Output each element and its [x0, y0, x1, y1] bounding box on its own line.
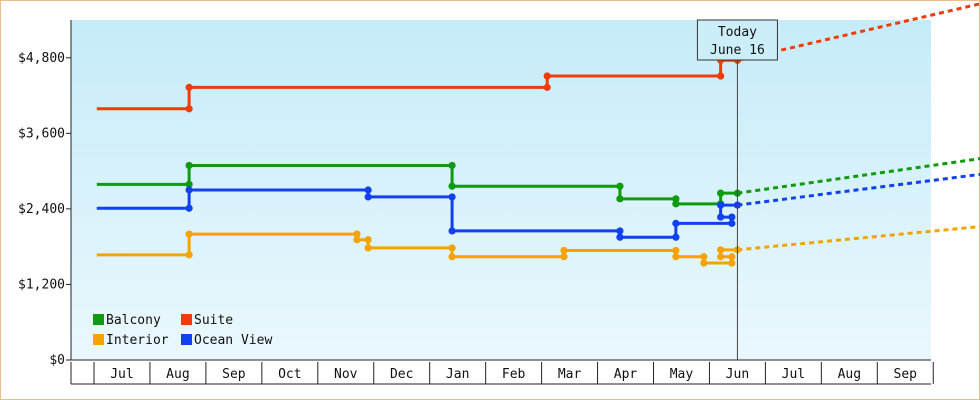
series-point-suite [185, 83, 193, 91]
series-point-interior [353, 230, 361, 238]
month-label: Dec [390, 367, 413, 382]
series-ocean-view [96, 172, 980, 241]
legend-label-interior: Interior [106, 333, 169, 348]
legend-swatch-ocean-view [181, 334, 192, 345]
series-point-ocean-view [728, 213, 736, 221]
series-forecast-suite [737, 2, 980, 62]
series-point-interior [185, 230, 193, 238]
series-point-balcony [616, 182, 624, 190]
legend-label-suite: Suite [194, 313, 233, 328]
series-point-ocean-view [364, 186, 372, 194]
series-point-interior [700, 259, 708, 267]
legend-label-balcony: Balcony [106, 313, 161, 328]
series-point-interior [717, 246, 725, 254]
month-label: Mar [558, 367, 582, 382]
series-point-balcony [185, 180, 193, 188]
series-point-balcony [717, 189, 725, 197]
y-tick-label: $3,600 [18, 126, 65, 141]
series-point-balcony [185, 161, 193, 170]
series-point-interior [672, 253, 680, 261]
series-point-ocean-view [717, 213, 725, 221]
series-point-interior [448, 253, 456, 261]
month-label: Feb [502, 367, 526, 382]
legend-swatch-interior [93, 334, 104, 345]
series-point-interior [560, 246, 568, 255]
legend-swatch-balcony [93, 314, 104, 325]
series-point-interior [560, 253, 568, 261]
series-interior [96, 225, 980, 267]
month-label: Aug [166, 367, 189, 382]
month-label: Jul [782, 367, 805, 382]
series-point-ocean-view [185, 186, 193, 194]
series-point-ocean-view [448, 227, 456, 235]
series-point-ocean-view [728, 219, 736, 227]
month-label: Apr [614, 367, 638, 382]
series-point-ocean-view [616, 233, 624, 241]
today-date-label: June 16 [710, 43, 765, 58]
month-label: Sep [894, 367, 918, 382]
series-point-interior [353, 236, 361, 244]
axes: $0 $1,200 $2,400 $3,600 $4,800 Jul Aug Sep Oct No… [18, 20, 934, 385]
today-label: Today [718, 25, 757, 40]
series-forecast-balcony [737, 157, 980, 195]
today-marker: Today June 16 [696, 19, 778, 360]
series-point-suite [185, 105, 193, 113]
series-point-interior [717, 253, 725, 261]
series-point-ocean-view [672, 233, 680, 241]
month-label: Aug [838, 367, 861, 382]
series-point-balcony [672, 195, 680, 203]
month-label: Jul [110, 367, 133, 382]
series-point-interior [728, 253, 736, 261]
series-point-interior [364, 244, 372, 252]
series-point-ocean-view [448, 193, 456, 201]
month-label: Jan [446, 367, 469, 382]
series-point-balcony [448, 182, 456, 190]
y-tick-label: $2,400 [18, 202, 65, 217]
series-point-balcony [448, 161, 456, 170]
series-point-ocean-view [185, 204, 193, 212]
series-point-interior [672, 246, 680, 255]
today-box [696, 19, 778, 61]
series-forecast-ocean-view [737, 172, 980, 207]
y-tick-label: $1,200 [18, 277, 65, 292]
series-point-suite [717, 72, 725, 80]
series-point-balcony [672, 200, 680, 208]
series-point-ocean-view [717, 201, 725, 209]
series-point-interior [364, 236, 372, 244]
month-label: Oct [278, 367, 301, 382]
legend-label-ocean-view: Ocean View [194, 333, 272, 348]
y-tick-label: $4,800 [18, 51, 65, 66]
series-point-interior [185, 251, 193, 259]
month-label: May [670, 367, 694, 382]
series-forecast-interior [737, 225, 980, 252]
series-point-ocean-view [616, 227, 624, 235]
series-layer [96, 2, 980, 267]
y-tick-label: $0 [49, 353, 65, 368]
series-point-suite [543, 72, 551, 80]
series-point-interior [700, 253, 708, 261]
month-label: Sep [222, 367, 246, 382]
month-label: Nov [334, 367, 358, 382]
legend-swatch-suite [181, 314, 192, 325]
month-label: Jun [726, 367, 749, 382]
series-point-interior [448, 244, 456, 252]
series-point-interior [728, 259, 736, 267]
series-point-balcony [616, 195, 624, 203]
series-point-suite [543, 83, 551, 91]
series-point-ocean-view [364, 193, 372, 201]
series-point-ocean-view [672, 219, 680, 227]
legend: Balcony Suite Interior Ocean View [93, 313, 272, 348]
